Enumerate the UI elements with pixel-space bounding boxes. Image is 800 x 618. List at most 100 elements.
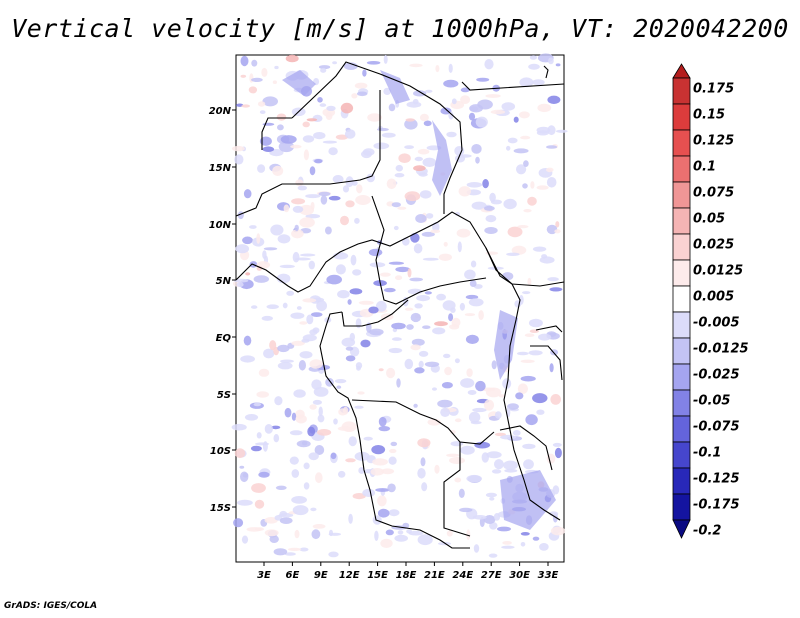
colorbar-box: [672, 233, 691, 261]
velocity-cell: [406, 101, 422, 108]
velocity-cell: [430, 229, 441, 234]
velocity-cell: [385, 529, 394, 536]
colorbar-label: -0.125: [693, 472, 740, 487]
velocity-cell: [417, 468, 426, 479]
velocity-cell: [432, 120, 452, 196]
velocity-cell: [522, 183, 528, 189]
velocity-cell: [490, 199, 502, 205]
velocity-cell: [466, 474, 483, 483]
velocity-cell: [422, 157, 437, 167]
velocity-cell: [515, 392, 524, 400]
velocity-cell: [354, 82, 368, 89]
velocity-cell: [307, 426, 316, 437]
velocity-cell: [337, 290, 350, 299]
velocity-cell: [394, 173, 405, 178]
velocity-cell: [345, 346, 354, 351]
velocity-cell: [411, 338, 425, 346]
velocity-cell: [333, 418, 338, 425]
velocity-cell: [513, 148, 529, 154]
velocity-cell: [538, 333, 552, 341]
velocity-cell: [256, 233, 261, 244]
velocity-cell: [555, 221, 560, 228]
velocity-cell: [253, 402, 262, 407]
lat-label: 10N: [209, 220, 232, 231]
velocity-cell: [391, 202, 401, 208]
colorbar-label: -0.025: [693, 368, 740, 383]
velocity-cell: [276, 113, 287, 121]
velocity-cell: [442, 300, 456, 311]
lon-label: 3E: [257, 570, 271, 581]
velocity-cell: [506, 252, 520, 256]
velocity-cell: [468, 112, 476, 121]
velocity-cell: [378, 368, 384, 372]
velocity-cell: [368, 248, 383, 257]
velocity-cell: [326, 105, 336, 111]
velocity-cell: [320, 195, 328, 205]
velocity-cell: [317, 429, 332, 436]
velocity-cell: [404, 358, 414, 370]
velocity-cell: [494, 432, 506, 437]
velocity-cell: [291, 198, 306, 205]
velocity-cell: [244, 414, 259, 421]
velocity-cell: [530, 181, 535, 189]
lon-label: 9E: [314, 570, 328, 581]
velocity-cell: [282, 302, 288, 309]
lon-label: 15E: [367, 570, 388, 581]
velocity-cell: [422, 325, 431, 330]
velocity-cell: [388, 261, 404, 265]
velocity-cell: [550, 526, 566, 536]
velocity-cell: [404, 118, 418, 130]
velocity-cell: [473, 544, 480, 553]
velocity-cell: [342, 185, 350, 193]
velocity-cell: [410, 312, 421, 323]
colorbar-label: 0.1: [693, 160, 716, 175]
velocity-cell: [467, 390, 477, 395]
colorbar-label: 0.0125: [693, 264, 743, 279]
velocity-cell: [552, 442, 562, 447]
latitude-axis: 20N 15N 10N 5N EQ 5S 10S 15S: [209, 106, 236, 514]
lon-label: 18E: [396, 570, 417, 581]
velocity-cell: [501, 545, 515, 549]
velocity-cell: [459, 302, 465, 311]
velocity-cell: [418, 360, 424, 368]
velocity-cell: [348, 436, 357, 447]
velocity-cell: [309, 404, 317, 410]
velocity-cell: [288, 547, 302, 552]
velocity-cell: [532, 536, 540, 541]
velocity-cell: [404, 145, 414, 150]
velocity-cell: [269, 340, 277, 351]
velocity-cell: [416, 295, 430, 302]
velocity-cell: [381, 468, 395, 475]
velocity-cell: [406, 324, 414, 330]
velocity-cell: [357, 391, 365, 395]
velocity-cell: [292, 251, 300, 263]
colorbar-box: [672, 389, 691, 417]
velocity-cell: [309, 359, 323, 369]
velocity-cell: [314, 159, 323, 164]
velocity-cell: [297, 185, 307, 191]
velocity-cell: [421, 482, 428, 492]
velocity-cell: [460, 378, 475, 388]
velocity-cell: [482, 179, 489, 189]
velocity-cell: [340, 215, 349, 226]
velocity-cell: [306, 314, 314, 325]
lat-label: 15N: [209, 163, 232, 174]
velocity-cell: [486, 451, 502, 459]
velocity-cell: [295, 414, 307, 424]
velocity-cell: [306, 118, 318, 122]
velocity-cell: [404, 191, 421, 202]
colorbar-box: [672, 311, 691, 339]
velocity-cell: [325, 226, 332, 235]
lat-label: 20N: [209, 106, 232, 117]
velocity-cell: [358, 467, 365, 474]
velocity-cell: [251, 483, 266, 493]
velocity-cell: [489, 192, 496, 203]
velocity-cell: [532, 393, 548, 404]
velocity-cell: [446, 530, 453, 537]
colorbar-label: -0.05: [693, 394, 730, 409]
velocity-cell: [441, 382, 453, 389]
velocity-cell: [471, 201, 487, 210]
velocity-cell: [502, 541, 512, 545]
colorbar-arrow-top: [672, 63, 691, 79]
velocity-cell: [354, 217, 360, 224]
